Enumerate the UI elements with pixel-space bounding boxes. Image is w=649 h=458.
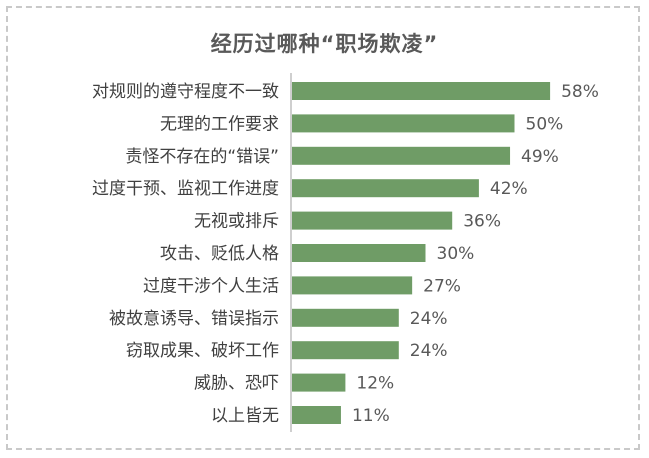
category-label: 无视或排斥 — [194, 212, 279, 232]
category-label: 威胁、恐吓 — [194, 374, 279, 394]
bar — [292, 179, 479, 198]
value-label: 24% — [410, 309, 448, 329]
value-label: 49% — [521, 147, 559, 167]
category-label: 攻击、贬低人格 — [160, 244, 279, 264]
category-label: 责怪不存在的“错误” — [125, 147, 279, 167]
category-label: 无理的工作要求 — [160, 114, 279, 134]
bar — [292, 406, 341, 424]
chart-title: 经历过哪种“职场欺凌” — [210, 32, 439, 56]
value-label: 42% — [490, 179, 528, 199]
category-label: 窃取成果、破坏工作 — [126, 341, 279, 361]
category-label: 被故意诱导、错误指示 — [109, 309, 279, 329]
bar — [292, 373, 346, 392]
value-label: 11% — [352, 406, 390, 426]
bar — [292, 276, 413, 295]
bar — [292, 146, 511, 165]
bar — [292, 211, 453, 230]
bar — [292, 244, 426, 262]
value-label: 58% — [561, 82, 599, 102]
category-label: 以上皆无 — [211, 406, 279, 426]
value-label: 50% — [526, 114, 564, 134]
category-label: 过度干预、监视工作进度 — [92, 179, 279, 199]
value-label: 36% — [463, 212, 501, 232]
bar — [292, 308, 399, 327]
bar — [292, 82, 551, 100]
value-label: 30% — [437, 244, 475, 264]
value-label: 27% — [423, 276, 461, 296]
category-label: 对规则的遵守程度不一致 — [92, 82, 279, 102]
value-label: 24% — [410, 341, 448, 361]
bar — [292, 341, 399, 360]
bar — [292, 114, 515, 133]
value-label: 12% — [356, 374, 394, 394]
category-label: 过度干涉个人生活 — [143, 276, 279, 296]
